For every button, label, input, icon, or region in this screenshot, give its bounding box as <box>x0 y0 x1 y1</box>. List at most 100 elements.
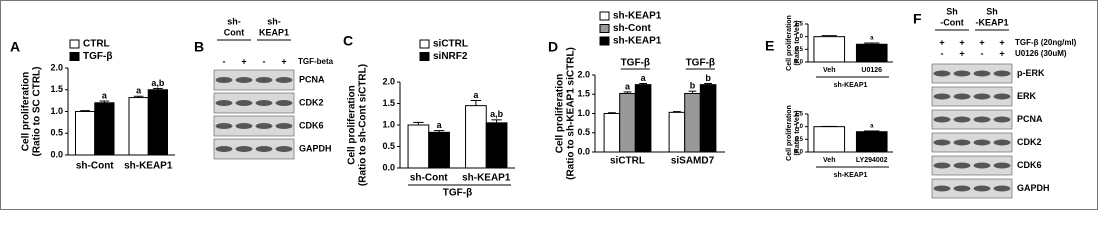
legend-swatch <box>419 52 430 61</box>
group-header: sh- <box>267 16 281 26</box>
panel-letter: B <box>194 39 204 55</box>
blot-band <box>933 185 951 192</box>
y-tick-label: 0.0 <box>382 162 395 172</box>
blot-band <box>973 185 991 192</box>
treatment-sign: + <box>999 37 1004 47</box>
blot-band <box>953 93 971 100</box>
bar <box>813 126 846 153</box>
treatment-label: U0126 (30uM) <box>1015 49 1067 58</box>
treatment-sign: + <box>979 37 984 47</box>
blot-band <box>933 139 951 146</box>
significance-label: a <box>473 90 479 100</box>
legend-label: CTRL <box>83 39 110 50</box>
bar <box>699 84 717 153</box>
y-axis-label: (Ratio to SC CTRL) <box>32 67 43 157</box>
blot-band <box>275 77 293 83</box>
group-header: KEAP1 <box>259 27 289 37</box>
significance-label: a,b <box>490 109 504 119</box>
significance-label: a <box>641 73 647 83</box>
x-tick-label: sh-Cont <box>76 161 114 172</box>
blot-strip <box>931 109 1013 130</box>
treatment-sign: - <box>981 48 984 58</box>
band-label: GAPDH <box>299 143 332 153</box>
blot-strip <box>931 178 1013 199</box>
group-header: Sh <box>946 6 958 16</box>
y-axis-label: Cell proliferation <box>21 72 32 151</box>
blot-band <box>933 70 951 77</box>
y-axis-label: Cell proliferation <box>555 74 566 153</box>
blot-band <box>275 146 293 152</box>
bar <box>407 124 430 169</box>
bar <box>603 113 621 153</box>
blot-band <box>933 162 951 169</box>
legend-swatch <box>599 11 610 21</box>
blot-strip <box>213 92 295 114</box>
legend-swatch <box>69 39 80 49</box>
legend-label: TGF-β <box>83 51 112 62</box>
x-axis-label: TGF-β <box>443 188 472 199</box>
y-axis-label: (Ratio to Veh) <box>794 110 801 155</box>
blot-band <box>973 93 991 100</box>
blot-band <box>235 146 253 152</box>
x-tick-label: sh-Cont <box>410 173 448 184</box>
y-tick-label: 0.5 <box>577 127 590 137</box>
y-tick-label: 1.5 <box>50 84 63 94</box>
band-label: PCNA <box>1017 114 1043 124</box>
y-tick-label: 2.0 <box>382 76 395 86</box>
legend-label: sh-KEAP1 <box>613 36 662 47</box>
legend-label: siCTRL <box>433 39 468 50</box>
bar <box>684 92 701 153</box>
legend-label: siNRF2 <box>433 51 468 62</box>
treatment-sign: - <box>263 56 266 66</box>
y-tick-label: 1.0 <box>795 124 804 130</box>
x-tick-label: siSAMD7 <box>671 156 715 167</box>
y-tick-label: 1.5 <box>795 22 804 28</box>
group-label: TGF-β <box>686 58 715 69</box>
y-tick-label: 0.5 <box>795 47 804 53</box>
blot-band <box>215 146 233 152</box>
bar <box>147 89 169 156</box>
y-axis-label: (Ratio to sh-Cont siCTRL) <box>358 64 369 186</box>
blot-band <box>953 185 971 192</box>
group-header: -KEAP1 <box>975 17 1008 27</box>
y-tick-label: 0.0 <box>577 146 590 156</box>
band-label: PCNA <box>299 74 325 84</box>
band-label: CDK2 <box>299 97 324 107</box>
blot-band <box>973 139 991 146</box>
significance-label: a <box>102 90 108 100</box>
blot-band <box>993 185 1011 192</box>
legend-swatch <box>419 39 430 49</box>
blot-band <box>973 70 991 77</box>
panel-letter: F <box>913 11 922 27</box>
panel-letter: A <box>10 39 20 55</box>
blot-band <box>973 162 991 169</box>
bar <box>668 111 686 153</box>
x-tick-label: Veh <box>823 67 835 74</box>
y-tick-label: 1.0 <box>577 108 590 118</box>
treatment-sign: + <box>959 48 964 58</box>
blot-band <box>255 123 273 129</box>
group-header: sh- <box>227 16 241 26</box>
band-label: ERK <box>1017 91 1037 101</box>
y-tick-label: 0.5 <box>50 128 63 138</box>
y-tick-label: 1.0 <box>795 34 804 40</box>
y-axis-label: Cell proliferation <box>347 85 358 164</box>
band-label: GAPDH <box>1017 183 1050 193</box>
bar <box>465 105 487 169</box>
bar <box>74 111 96 156</box>
y-tick-label: 1.0 <box>382 119 395 129</box>
y-tick-label: 1.5 <box>795 112 804 118</box>
blot-band <box>973 116 991 123</box>
x-tick-label: siCTRL <box>610 156 645 167</box>
blot-strip <box>213 115 295 137</box>
bar <box>485 122 508 169</box>
treatment-sign: + <box>281 56 286 66</box>
y-tick-label: 0.5 <box>795 137 804 143</box>
significance-label: a <box>870 36 874 42</box>
treatment-label: TGF-β (20ng/ml) <box>1015 38 1077 47</box>
significance-label: b <box>705 73 711 83</box>
blot-band <box>993 162 1011 169</box>
y-tick-label: 2.0 <box>577 69 590 79</box>
blot-band <box>235 123 253 129</box>
